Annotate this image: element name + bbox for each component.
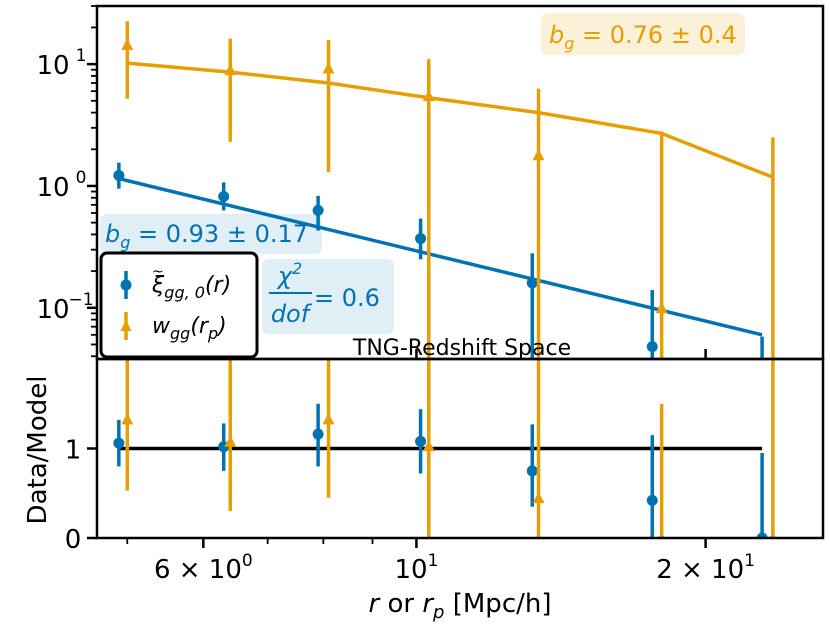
ratio-point-xi_gg0-4 <box>526 465 538 477</box>
point-w_gg-1 <box>224 63 237 76</box>
chi2-value: = 0.6 <box>314 284 380 312</box>
ratio-point-w_gg-3 <box>422 439 435 452</box>
point-xi_gg0-0 <box>113 169 125 181</box>
y-top-tick-label-2: 10 <box>36 51 69 81</box>
chi2-denominator: dof <box>271 300 313 328</box>
chi2-sup: 2 <box>292 259 302 278</box>
point-xi_gg0-1 <box>218 190 230 202</box>
point-w_gg-0 <box>121 38 134 50</box>
legend-label-blue: ξgg, 0(r) <box>151 273 231 302</box>
ratio-point-w_gg-0 <box>121 412 134 425</box>
y-bot-tick-label-1: 1 <box>65 436 82 466</box>
x-tick-label-1: 101 <box>394 551 438 585</box>
orange-bias-annotation: bg = 0.76 ± 0.4 <box>541 13 745 55</box>
ratio-point-xi_gg0-6 <box>756 532 768 538</box>
ratio-point-w_gg-4 <box>532 491 545 504</box>
orange-bias-symbol: b <box>549 21 564 49</box>
point-w_gg-4 <box>532 148 545 161</box>
top-panel-data <box>113 21 775 377</box>
x-tick-label-2: 2 × 101 <box>656 551 755 585</box>
point-xi_gg0-5 <box>646 341 658 353</box>
point-w_gg-3 <box>422 89 435 102</box>
y-top-tick-label-0: 10 <box>36 295 69 325</box>
model-line-xi_gg0 <box>118 176 763 337</box>
ratio-point-xi_gg0-0 <box>113 437 125 449</box>
legend-marker-blue <box>120 271 132 299</box>
svg-text:bg = 0.93 ± 0.17: bg = 0.93 ± 0.17 <box>105 220 308 252</box>
blue-bias-symbol: b <box>105 220 120 248</box>
blue-bias-sub: g <box>120 233 130 252</box>
point-xi_gg0-2 <box>312 204 324 216</box>
blue-bias-annotation: bg = 0.93 ± 0.17 <box>100 214 322 254</box>
x-axis-label: r or rp [Mpc/h] <box>368 589 551 623</box>
chi2-annotation: χ2 dof = 0.6 <box>262 259 394 334</box>
point-w_gg-5 <box>655 301 668 314</box>
subtitle: TNG-Redshift Space <box>352 336 571 361</box>
chi2-symbol: χ <box>276 262 293 290</box>
point-xi_gg0-6 <box>757 366 768 377</box>
orange-bias-value: = 0.76 ± 0.4 <box>574 21 736 49</box>
blue-bias-value: = 0.93 ± 0.17 <box>130 220 308 248</box>
y-top-tick-exp-1: 0 <box>76 168 87 188</box>
x-tick-label-0: 6 × 100 <box>154 551 253 585</box>
ratio-point-xi_gg0-3 <box>415 435 427 447</box>
y-top-tick-exp-0: −1 <box>68 290 93 310</box>
ratio-point-xi_gg0-5 <box>646 494 658 506</box>
legend: ξgg, 0(r) ~ wgg(rp) <box>99 251 259 359</box>
y-top-tick-label-1: 10 <box>36 173 69 203</box>
model-line-w_gg <box>127 61 774 179</box>
point-xi_gg0-4 <box>526 277 538 289</box>
legend-tilde: ~ <box>152 264 164 280</box>
ratio-point-w_gg-6 <box>769 532 777 538</box>
point-xi_gg0-3 <box>415 233 427 245</box>
y-axis-label-bottom: Data/Model <box>23 376 53 525</box>
svg-text:bg = 0.76 ± 0.4: bg = 0.76 ± 0.4 <box>549 21 737 53</box>
legend-marker-orange <box>120 312 132 340</box>
ratio-point-w_gg-1 <box>224 435 237 447</box>
svg-text:χ2: χ2 <box>276 259 302 290</box>
ratio-point-w_gg-2 <box>322 412 335 425</box>
ratio-point-xi_gg0-2 <box>312 428 324 440</box>
y-bot-tick-label-0: 0 <box>65 525 82 555</box>
orange-bias-sub: g <box>564 34 574 53</box>
legend-label-orange: wgg(rp) <box>152 314 227 343</box>
bottom-panel-data <box>113 359 777 538</box>
point-w_gg-2 <box>322 61 335 74</box>
y-top-tick-exp-2: 1 <box>76 46 87 66</box>
ratio-point-w_gg-5 <box>658 532 665 538</box>
